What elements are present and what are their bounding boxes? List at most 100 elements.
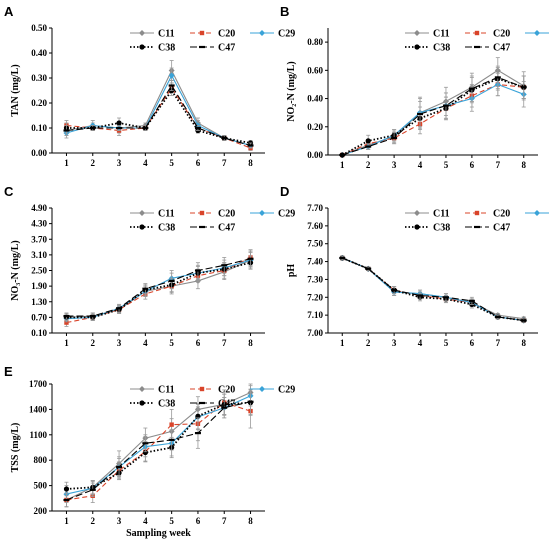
y-axis-title: NO₂-N (mg/L) xyxy=(286,61,297,122)
legend-item-c47: C47 xyxy=(465,43,510,54)
data-point xyxy=(142,449,148,456)
series-line xyxy=(66,391,251,501)
legend-item-c38: C38 xyxy=(130,43,175,54)
series-line xyxy=(66,402,251,501)
data-point xyxy=(116,120,122,126)
series-line xyxy=(66,395,251,495)
x-tick-label: 6 xyxy=(196,516,201,526)
legend-swatch-marker xyxy=(474,30,480,36)
series-c47 xyxy=(339,255,527,323)
legend-item-c11: C11 xyxy=(130,29,175,40)
legend-label: C11 xyxy=(158,29,175,40)
x-tick-label: 4 xyxy=(418,338,423,348)
series-c38 xyxy=(63,85,254,146)
x-tick-label: 5 xyxy=(169,516,174,526)
x-tick-label: 5 xyxy=(444,338,449,348)
x-tick-label: 4 xyxy=(143,338,148,348)
y-tick-label: 0.10 xyxy=(31,123,47,133)
legend-label: C47 xyxy=(493,43,510,54)
x-tick-label: 2 xyxy=(91,158,96,168)
legend-label: C38 xyxy=(158,399,175,410)
x-tick-label: 6 xyxy=(470,160,475,170)
series-line xyxy=(342,69,525,156)
legend-item-c29: C29 xyxy=(525,210,549,216)
panel-d: D 7.00 7.10 7.20 7.30 7.40 7.50 7.60 7.70 1 2 3 4 5 6 7… xyxy=(280,184,549,348)
legend-label: C47 xyxy=(218,399,235,410)
x-tick-label: 3 xyxy=(392,338,397,348)
y-tick-label: 3.10 xyxy=(31,250,47,260)
legend-swatch-marker xyxy=(259,210,265,216)
y-axis-title: pH xyxy=(286,264,297,278)
x-tick-label: 6 xyxy=(196,338,201,348)
x-tick-label: 2 xyxy=(366,160,371,170)
y-tick-label: 4.90 xyxy=(31,203,47,213)
series-line xyxy=(66,84,251,147)
x-tick-label: 7 xyxy=(222,158,227,168)
data-point xyxy=(63,486,70,492)
series-line xyxy=(342,83,524,156)
legend-item-c20: C20 xyxy=(190,385,235,396)
x-tick-label: 1 xyxy=(64,338,69,348)
y-tick-label: 4.30 xyxy=(31,219,47,229)
x-tick-label: 2 xyxy=(91,338,96,348)
legend-swatch-marker xyxy=(259,386,265,392)
legend-label: C20 xyxy=(218,209,235,220)
legend-label: C47 xyxy=(218,223,235,234)
x-tick-label: 6 xyxy=(470,338,475,348)
legend-label: C20 xyxy=(218,385,235,396)
legend-item-c29: C29 xyxy=(525,30,549,36)
legend-swatch-marker xyxy=(414,224,420,230)
legend-item-c11: C11 xyxy=(130,385,175,396)
legend-swatch-marker xyxy=(139,210,145,216)
series-line xyxy=(66,69,251,147)
y-tick-label: 3.70 xyxy=(31,234,47,244)
x-tick-label: 8 xyxy=(248,338,253,348)
legend-item-c47: C47 xyxy=(190,223,235,234)
panel-e: E 200 500 800 1100 1400 1700 1 2 3 4 5 6 7 8 TSS (mg/L)… xyxy=(4,364,295,539)
legend-item-c47: C47 xyxy=(465,223,510,234)
x-tick-label: 8 xyxy=(248,516,253,526)
x-tick-label: 1 xyxy=(340,338,345,348)
series-c47 xyxy=(63,250,254,320)
legend-label: C20 xyxy=(493,209,510,220)
data-point xyxy=(168,72,175,79)
legend-swatch-marker xyxy=(199,210,205,216)
y-tick-label: 7.20 xyxy=(307,292,323,302)
x-tick-label: 4 xyxy=(418,160,423,170)
x-tick-label: 7 xyxy=(222,516,227,526)
legend-swatch-marker xyxy=(259,30,265,36)
series-c11 xyxy=(339,255,527,322)
panel-a: A 0.00 0.10 0.20 0.30 0.40 0.50 1 2 3 4 5 6 7 8 TAN (mg… xyxy=(4,4,295,168)
series-c47 xyxy=(63,388,254,508)
y-tick-label: 7.00 xyxy=(307,328,323,338)
y-tick-label: 0.20 xyxy=(307,122,323,132)
legend-item-c20: C20 xyxy=(465,29,510,40)
series-c47 xyxy=(339,65,527,157)
y-tick-label: 7.30 xyxy=(307,274,323,284)
data-point xyxy=(169,422,174,427)
legend-swatch-marker xyxy=(414,44,420,50)
legend: C11 C20 C29 C38 C47 xyxy=(405,29,549,54)
y-tick-label: 0.10 xyxy=(31,328,47,338)
legend: C11 C20 C29 C38 C47 xyxy=(130,385,295,410)
y-tick-label: 1400 xyxy=(29,404,48,414)
y-axis-title: TAN (mg/L) xyxy=(10,64,21,116)
legend-label: C11 xyxy=(158,209,175,220)
legend-swatch-marker xyxy=(139,30,145,36)
panel-letter: D xyxy=(280,184,289,199)
y-tick-label: 7.40 xyxy=(307,257,323,267)
legend-label: C38 xyxy=(433,223,450,234)
legend-item-c47: C47 xyxy=(190,43,235,54)
legend-swatch-marker xyxy=(139,400,145,406)
y-tick-label: 0.50 xyxy=(31,23,47,33)
x-tick-label: 1 xyxy=(340,160,345,170)
y-tick-label: 7.50 xyxy=(307,239,323,249)
panel-letter: E xyxy=(4,364,13,379)
x-tick-label: 5 xyxy=(169,338,174,348)
y-axis-title: TSS (mg/L) xyxy=(10,423,21,473)
series-line xyxy=(342,257,524,322)
legend-item-c38: C38 xyxy=(405,223,450,234)
x-tick-label: 3 xyxy=(392,160,397,170)
series-line xyxy=(66,256,251,324)
